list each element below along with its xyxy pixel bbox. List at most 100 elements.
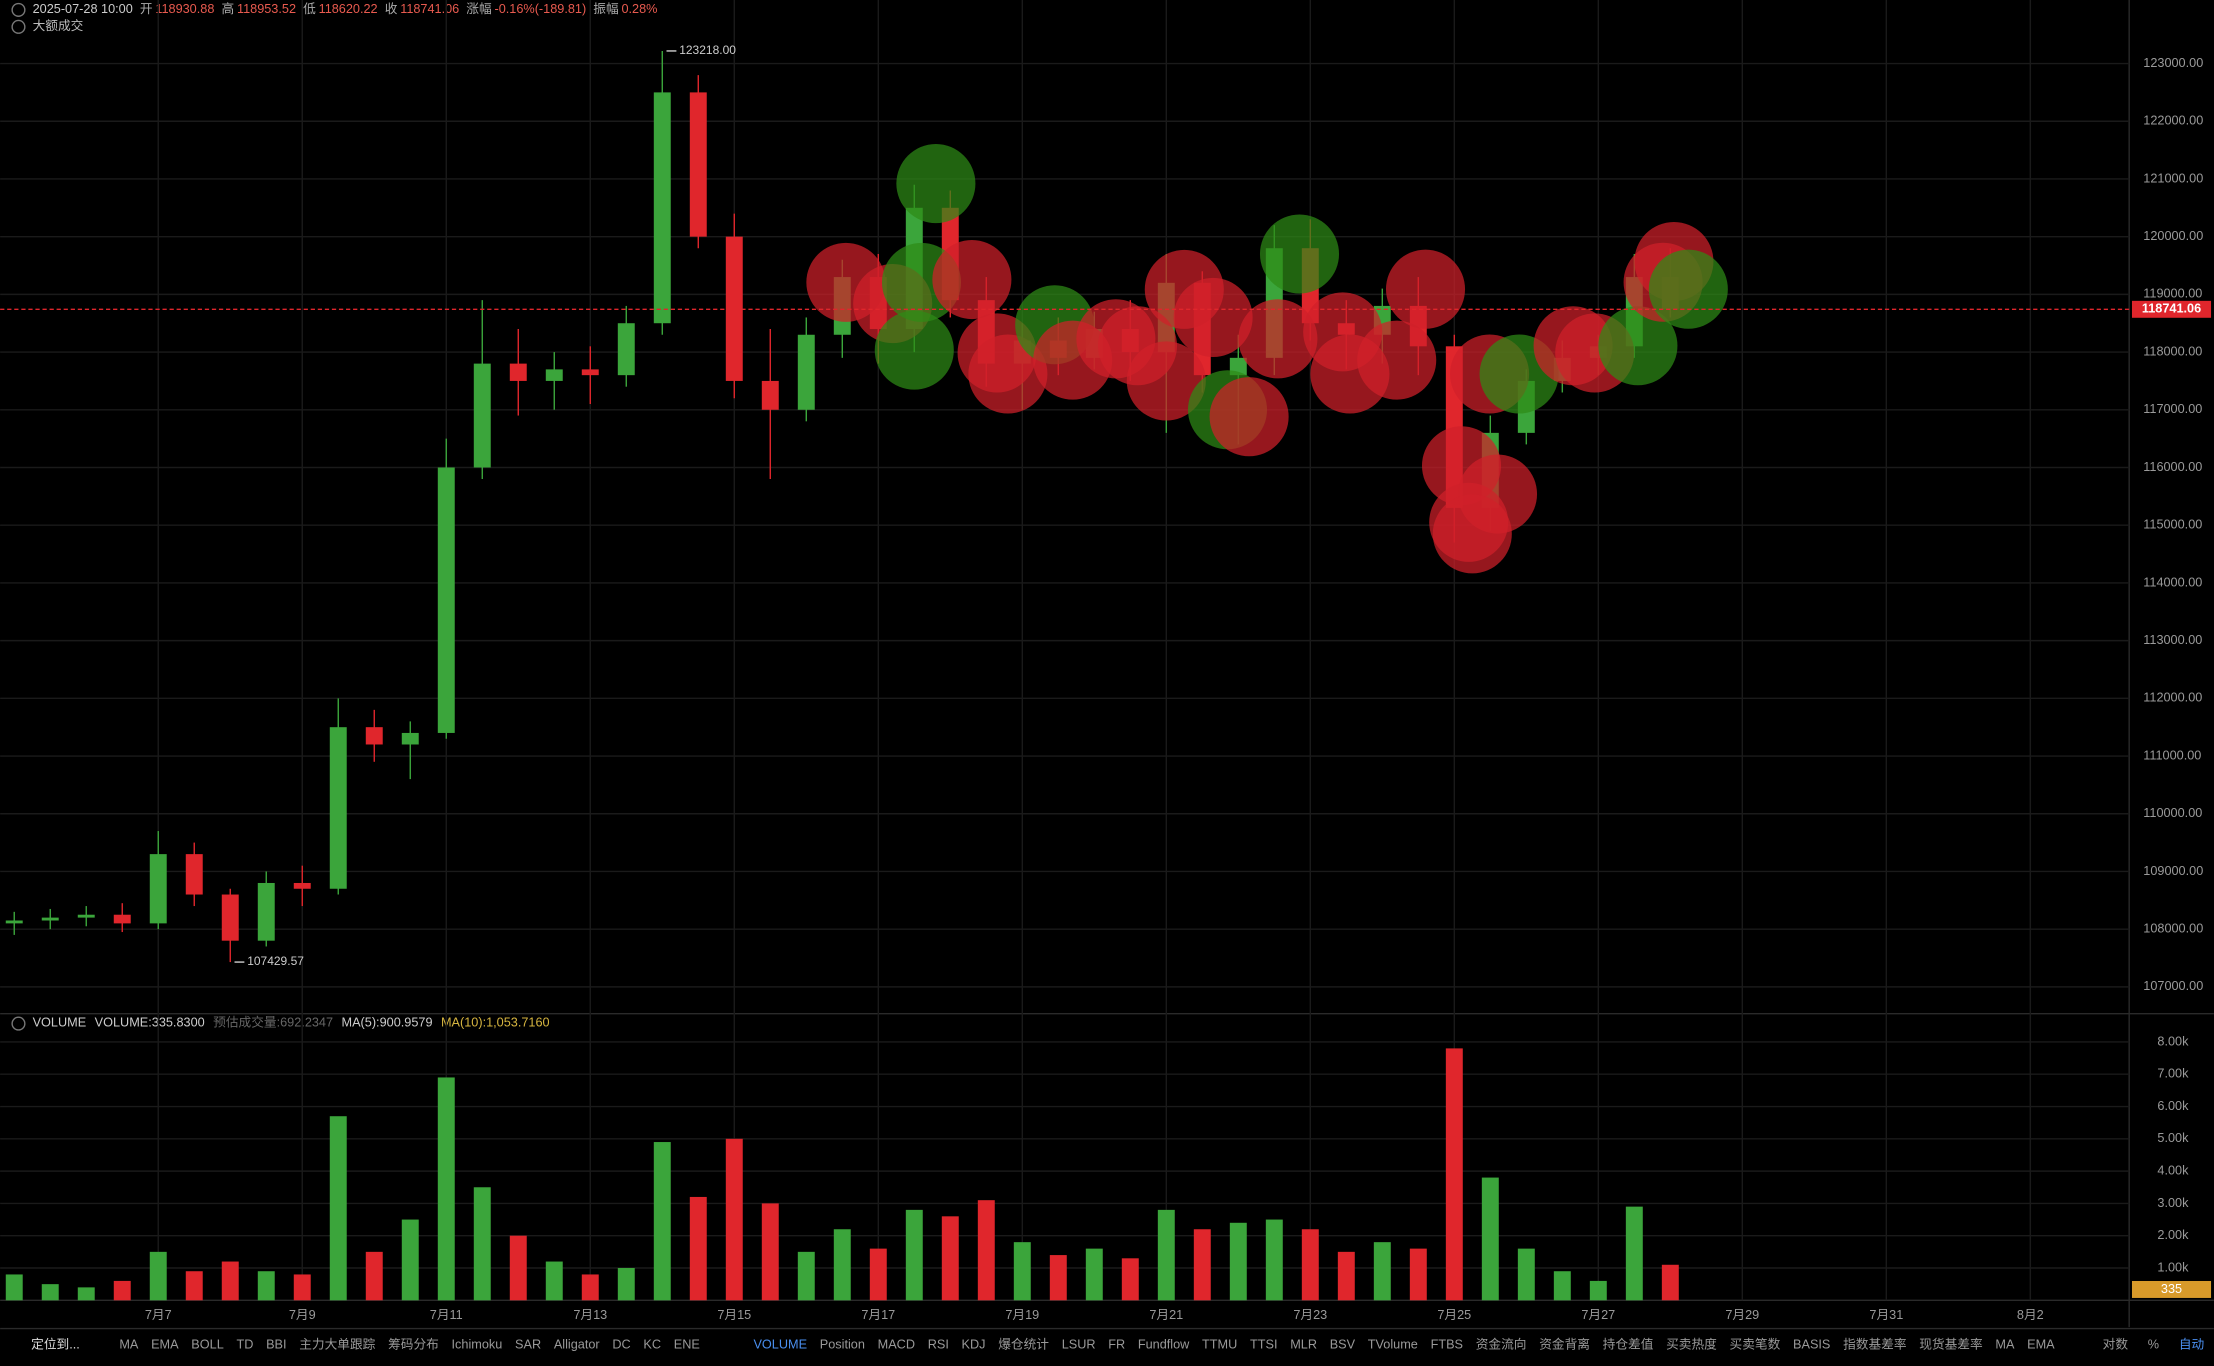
- last-volume-label: 335: [2161, 1282, 2182, 1296]
- collapse-icon[interactable]: [11, 2, 26, 17]
- volume-bar: [293, 1274, 311, 1301]
- indicator-button[interactable]: KC: [643, 1338, 661, 1352]
- indicator-button[interactable]: 持仓差值: [1603, 1337, 1654, 1352]
- volume-bar: [977, 1200, 995, 1301]
- indicator-button[interactable]: BBI: [266, 1338, 286, 1352]
- x-tick-label: 7月31: [1869, 1308, 1903, 1322]
- volume-bar: [329, 1116, 347, 1301]
- header-field: 118953.52: [237, 2, 296, 16]
- indicator-button[interactable]: TD: [236, 1338, 253, 1352]
- y-tick-label: 7.00k: [2157, 1067, 2189, 1081]
- volume-bar: [1445, 1048, 1463, 1301]
- indicator-button[interactable]: MACD: [878, 1338, 915, 1352]
- indicator-button[interactable]: KDJ: [962, 1338, 986, 1352]
- large-trade-bubble: [1648, 249, 1728, 329]
- indicator-button[interactable]: TTSI: [1250, 1338, 1278, 1352]
- candle-body: [797, 334, 815, 410]
- volume-bar: [1085, 1248, 1103, 1301]
- indicator-button[interactable]: MA: [1995, 1338, 2015, 1352]
- y-tick-label: 113000.00: [2143, 633, 2202, 647]
- indicator-button[interactable]: 爆仓统计: [998, 1338, 1049, 1352]
- candle-body: [5, 920, 23, 924]
- volume-bar: [1517, 1248, 1535, 1301]
- volume-bar: [1337, 1251, 1355, 1301]
- header-field: 0.28%: [621, 2, 657, 16]
- indicator-button[interactable]: BSV: [1330, 1338, 1356, 1352]
- volume-bar: [905, 1209, 923, 1301]
- y-tick-label: 109000.00: [2143, 864, 2203, 878]
- y-tick-label: 123000.00: [2143, 56, 2203, 70]
- indicator-button[interactable]: TVolume: [1368, 1338, 1418, 1352]
- indicator-button[interactable]: ENE: [674, 1338, 700, 1352]
- indicator-button[interactable]: Position: [820, 1338, 865, 1352]
- x-tick-label: 7月7: [145, 1308, 172, 1322]
- collapse-icon[interactable]: [11, 1016, 26, 1031]
- collapse-icon[interactable]: [11, 19, 26, 34]
- indicator-button[interactable]: BOLL: [191, 1338, 223, 1352]
- y-tick-label: 120000.00: [2143, 229, 2203, 243]
- volume-bar: [761, 1203, 779, 1301]
- indicator-button[interactable]: Ichimoku: [452, 1338, 503, 1352]
- indicator-button[interactable]: 买卖笔数: [1730, 1337, 1781, 1352]
- volume-bar: [545, 1261, 563, 1301]
- indicator-button[interactable]: Alligator: [554, 1338, 601, 1352]
- indicator-button[interactable]: 资金背离: [1539, 1337, 1590, 1352]
- volume-bar: [1589, 1280, 1607, 1301]
- y-tick-label: 108000.00: [2143, 922, 2203, 936]
- x-tick-label: 7月23: [1293, 1308, 1327, 1322]
- indicator-button[interactable]: RSI: [928, 1338, 949, 1352]
- last-price-label: 118741.06: [2142, 302, 2201, 316]
- x-tick-label: 7月29: [1725, 1308, 1759, 1322]
- volume-bar: [1481, 1177, 1499, 1301]
- volume-bar: [653, 1142, 671, 1301]
- last-price-box: [2131, 300, 2212, 318]
- volume-bar: [833, 1229, 851, 1301]
- indicator-button[interactable]: SAR: [515, 1338, 541, 1352]
- indicator-button[interactable]: LSUR: [1062, 1338, 1096, 1352]
- large-trade-bubble: [874, 310, 954, 390]
- indicator-button[interactable]: TTMU: [1202, 1338, 1237, 1352]
- y-tick-label: 110000.00: [2143, 806, 2202, 820]
- volume-bar: [149, 1251, 167, 1301]
- indicator-button[interactable]: Fundflow: [1138, 1338, 1190, 1352]
- volume-bar: [689, 1196, 707, 1301]
- volume-bar: [617, 1267, 635, 1301]
- indicator-button[interactable]: 主力大单跟踪: [299, 1338, 375, 1352]
- indicator-button[interactable]: DC: [612, 1338, 630, 1352]
- header-field: 118741.06: [400, 2, 459, 16]
- indicator-button[interactable]: BASIS: [1793, 1338, 1830, 1352]
- volume-bar: [797, 1251, 815, 1301]
- volume-bar: [1553, 1271, 1571, 1301]
- locate-button[interactable]: 定位到...: [31, 1338, 80, 1352]
- setting-button[interactable]: %: [2148, 1338, 2159, 1352]
- header-field: 涨幅: [466, 2, 492, 16]
- indicator-button[interactable]: EMA: [2027, 1338, 2055, 1352]
- candle-body: [509, 363, 527, 381]
- indicator-button[interactable]: MLR: [1290, 1338, 1317, 1352]
- indicator-button[interactable]: 指数基差率: [1843, 1337, 1907, 1352]
- candle-body: [689, 92, 707, 237]
- volume-field: VOLUME: [33, 1016, 87, 1030]
- indicator-button[interactable]: MA: [119, 1338, 139, 1352]
- indicator-button[interactable]: FTBS: [1431, 1338, 1463, 1352]
- indicator-button[interactable]: 买卖热度: [1666, 1337, 1717, 1352]
- volume-bar: [1373, 1242, 1391, 1301]
- candle-body: [365, 727, 383, 745]
- volume-field: VOLUME:335.8300: [95, 1016, 205, 1030]
- setting-button[interactable]: 自动: [2179, 1338, 2204, 1352]
- candle-body: [581, 369, 599, 376]
- volume-header: VOLUME VOLUME:335.8300 预估成交量:692.2347 MA(5)…: [33, 1015, 550, 1030]
- indicator-button[interactable]: 筹码分布: [388, 1337, 439, 1352]
- volume-bar: [401, 1219, 419, 1301]
- indicator-button[interactable]: VOLUME: [753, 1338, 807, 1352]
- indicator-button[interactable]: 资金流向: [1476, 1337, 1527, 1352]
- setting-button[interactable]: 对数: [2103, 1338, 2129, 1352]
- indicator-button[interactable]: EMA: [151, 1338, 179, 1352]
- large-trade-bubble: [1357, 320, 1437, 400]
- candle-body: [329, 727, 347, 889]
- indicator-button[interactable]: FR: [1108, 1338, 1125, 1352]
- indicator-button[interactable]: 现货基差率: [1919, 1337, 1983, 1352]
- volume-bar: [5, 1274, 23, 1301]
- header-field: 振幅: [593, 2, 619, 16]
